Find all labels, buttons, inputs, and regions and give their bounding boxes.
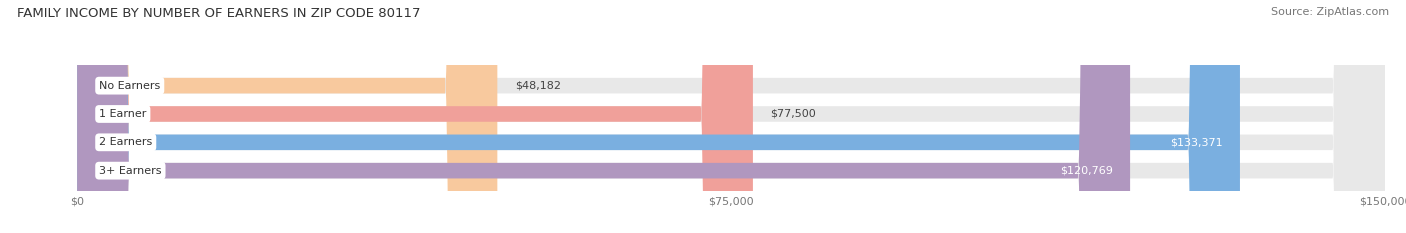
Text: No Earners: No Earners (98, 81, 160, 91)
Text: $133,371: $133,371 (1170, 137, 1223, 147)
Text: FAMILY INCOME BY NUMBER OF EARNERS IN ZIP CODE 80117: FAMILY INCOME BY NUMBER OF EARNERS IN ZI… (17, 7, 420, 20)
FancyBboxPatch shape (77, 0, 498, 233)
FancyBboxPatch shape (77, 0, 1385, 233)
FancyBboxPatch shape (77, 0, 1385, 233)
Text: $120,769: $120,769 (1060, 166, 1112, 176)
FancyBboxPatch shape (77, 0, 1385, 233)
Text: 1 Earner: 1 Earner (98, 109, 146, 119)
FancyBboxPatch shape (77, 0, 1240, 233)
Text: $77,500: $77,500 (770, 109, 815, 119)
Text: 3+ Earners: 3+ Earners (98, 166, 162, 176)
Text: 2 Earners: 2 Earners (98, 137, 152, 147)
FancyBboxPatch shape (77, 0, 754, 233)
Text: $48,182: $48,182 (515, 81, 561, 91)
FancyBboxPatch shape (77, 0, 1130, 233)
FancyBboxPatch shape (77, 0, 1385, 233)
Text: Source: ZipAtlas.com: Source: ZipAtlas.com (1271, 7, 1389, 17)
